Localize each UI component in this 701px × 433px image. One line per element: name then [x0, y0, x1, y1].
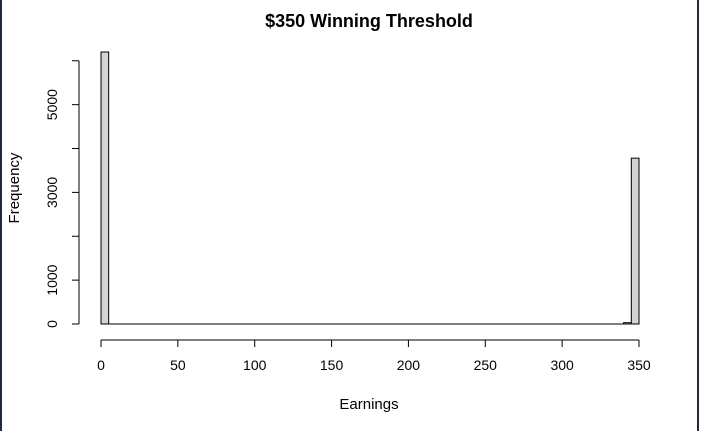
x-tick-label-4: 200 [397, 357, 421, 373]
x-tick-label-1: 50 [170, 357, 186, 373]
x-axis-label: Earnings [339, 396, 398, 413]
y-tick-label-1: 1000 [44, 264, 60, 295]
y-tick-label-2: 3000 [44, 177, 60, 208]
x-tick-label-3: 150 [320, 357, 344, 373]
y-tick-label-0: 0 [44, 320, 60, 328]
x-tick-label-2: 100 [243, 357, 267, 373]
x-tick-label-0: 0 [97, 357, 105, 373]
histogram-bar-1 [623, 322, 632, 325]
histogram-bar-2 [630, 157, 640, 325]
x-tick-label-5: 250 [474, 357, 498, 373]
y-axis: 0 1000 3000 5000 [44, 60, 80, 328]
x-tick-label-7: 350 [627, 357, 651, 373]
x-axis: 0 50 100 150 200 250 300 350 [97, 339, 651, 373]
x-tick-label-6: 300 [550, 357, 574, 373]
bars-group [100, 51, 640, 325]
chart-title: $350 Winning Threshold [265, 11, 473, 31]
histogram-bar-0 [100, 51, 110, 325]
y-tick-label-3: 5000 [44, 89, 60, 120]
y-axis-label: Frequency [6, 152, 23, 223]
